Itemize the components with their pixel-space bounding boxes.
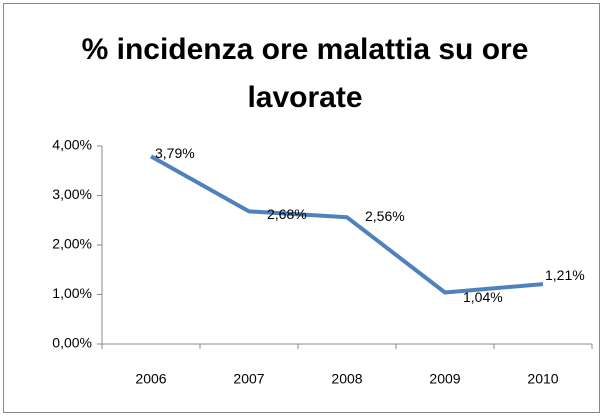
data-label: 2,68%: [267, 206, 307, 222]
chart-title: % incidenza ore malattia su ore lavorate: [81, 33, 529, 114]
y-tick-label: 4,00%: [52, 137, 92, 153]
y-tick-label: 1,00%: [52, 285, 92, 301]
x-tick-label: 2008: [331, 371, 362, 387]
data-label: 2,56%: [365, 208, 405, 224]
data-label: 1,21%: [545, 267, 585, 283]
y-tick-label: 2,00%: [52, 236, 92, 252]
data-label: 1,04%: [463, 289, 503, 305]
data-label: 3,79%: [155, 145, 195, 161]
y-tick-label: 0,00%: [52, 335, 92, 351]
line: [150, 154, 544, 295]
x-tick-label: 2006: [135, 371, 166, 387]
x-tick-label: 2009: [429, 371, 460, 387]
y-tick-label: 3,00%: [52, 186, 92, 202]
x-tick-label: 2010: [527, 371, 558, 387]
x-tick-label: 2007: [233, 371, 264, 387]
